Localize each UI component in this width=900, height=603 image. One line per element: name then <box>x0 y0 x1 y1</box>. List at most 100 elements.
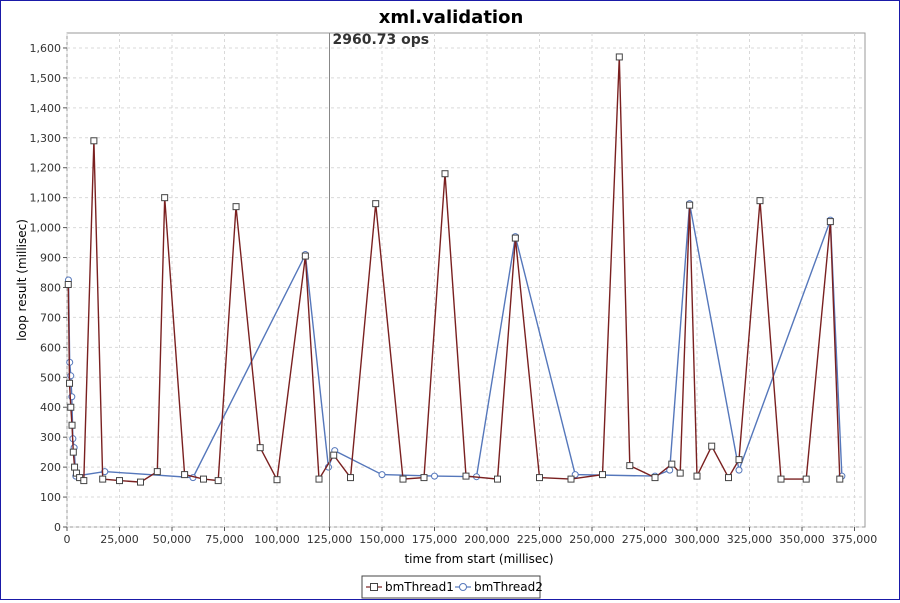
data-point-bmthread1 <box>693 472 701 480</box>
y-tick-label: 1,000 <box>30 222 62 235</box>
data-point-bmthread2 <box>378 471 386 479</box>
data-point-bmthread1 <box>826 218 834 226</box>
data-point-bmthread1 <box>273 476 281 484</box>
data-point-bmthread1 <box>536 474 543 482</box>
x-tick-label: 75,000 <box>205 533 244 546</box>
y-tick-label: 1,600 <box>30 42 62 55</box>
y-tick-label: 400 <box>40 401 61 414</box>
data-point-bmthread1 <box>80 477 88 485</box>
data-point-bmthread1 <box>232 203 240 211</box>
legend-label-bmthread1: bmThread1 <box>385 580 454 594</box>
data-point-bmthread2 <box>67 372 75 380</box>
x-tick-label: 0 <box>64 533 71 546</box>
data-point-bmthread1 <box>71 463 79 471</box>
data-point-bmthread1 <box>68 421 76 429</box>
data-point-bmthread2 <box>431 472 438 480</box>
x-tick-label: 375,000 <box>832 533 878 546</box>
data-point-bmthread1 <box>153 468 161 476</box>
data-point-bmthread1 <box>802 475 810 483</box>
data-point-bmthread1 <box>511 234 519 242</box>
y-tick-label: 500 <box>40 371 61 384</box>
legend: bmThread1 bmThread2 <box>361 575 543 599</box>
y-tick-label: 1,400 <box>30 102 62 115</box>
data-point-bmthread1 <box>181 471 189 479</box>
data-point-bmthread1 <box>756 197 764 205</box>
x-tick-label: 250,000 <box>569 533 615 546</box>
data-point-bmthread1 <box>330 451 338 459</box>
y-axis-ticks: 0 100 200 300 400 500 600 700 800 900 1,000 1,100 1,… <box>30 42 67 534</box>
legend-box <box>361 575 541 599</box>
x-axis-label: time from start (millisec) <box>404 552 553 566</box>
x-tick-label: 175,000 <box>412 533 458 546</box>
data-point-bmthread1 <box>494 475 501 483</box>
legend-swatch-bmthread2 <box>459 583 467 591</box>
x-axis-ticks: 0 25,000 50,000 75,000 100,000 125,000 150,000… <box>64 527 878 546</box>
data-point-bmthread1 <box>725 474 732 482</box>
x-tick-label: 325,000 <box>727 533 773 546</box>
data-point-bmthread1 <box>99 475 107 483</box>
data-point-bmthread1 <box>836 475 844 483</box>
data-point-bmthread1 <box>567 475 575 483</box>
series-line-bmthread1 <box>67 56 841 483</box>
y-tick-label: 800 <box>40 281 61 294</box>
chart-title: xml.validation <box>379 7 524 28</box>
data-point-bmthread1 <box>462 472 470 480</box>
time-marker-label: 2960.73 ops <box>333 32 430 48</box>
data-point-bmthread1 <box>399 475 407 483</box>
x-tick-label: 200,000 <box>464 533 510 546</box>
data-point-bmthread1 <box>90 137 98 145</box>
data-point-bmthread1 <box>668 460 676 468</box>
data-point-bmthread1 <box>686 201 694 209</box>
data-point-bmthread1 <box>708 442 716 450</box>
data-point-bmthread1 <box>315 475 323 483</box>
data-point-bmthread1 <box>67 403 75 411</box>
data-point-bmthread2 <box>101 468 109 476</box>
data-point-bmthread1 <box>347 474 354 482</box>
data-point-bmthread1 <box>676 469 684 477</box>
data-point-bmthread1 <box>69 448 77 456</box>
x-tick-label: 150,000 <box>359 533 405 546</box>
x-tick-label: 25,000 <box>100 533 139 546</box>
data-point-bmthread1 <box>372 200 380 208</box>
y-tick-label: 1,300 <box>30 132 62 145</box>
data-point-bmthread1 <box>420 474 428 482</box>
data-point-bmthread1 <box>301 252 309 260</box>
y-tick-label: 900 <box>40 252 61 265</box>
legend-swatch-bmthread1 <box>370 583 378 591</box>
x-tick-label: 300,000 <box>674 533 720 546</box>
plot-area <box>66 32 866 528</box>
legend-label-bmthread2: bmThread2 <box>474 580 543 594</box>
y-tick-label: 200 <box>40 461 61 474</box>
y-tick-label: 700 <box>40 311 61 324</box>
x-tick-label: 225,000 <box>517 533 563 546</box>
data-point-bmthread1 <box>256 444 264 452</box>
data-point-bmthread1 <box>214 477 222 485</box>
y-tick-label: 1,200 <box>30 162 62 175</box>
data-point-bmthread1 <box>599 471 606 479</box>
x-tick-label: 50,000 <box>153 533 192 546</box>
data-point-bmthread2 <box>735 466 743 474</box>
y-tick-label: 1,500 <box>30 72 62 85</box>
data-point-bmthread1 <box>161 194 169 202</box>
y-tick-label: 100 <box>40 491 61 504</box>
y-axis-label: loop result (millisec) <box>15 219 29 341</box>
x-tick-label: 125,000 <box>307 533 353 546</box>
data-point-bmthread1 <box>66 379 74 387</box>
data-point-bmthread1 <box>777 475 785 483</box>
data-point-bmthread1 <box>137 478 144 486</box>
data-point-bmthread1 <box>64 280 72 288</box>
data-point-bmthread1 <box>626 462 634 470</box>
data-point-bmthread1 <box>651 474 659 482</box>
data-point-bmthread1 <box>200 475 207 483</box>
y-tick-label: 600 <box>40 341 61 354</box>
x-tick-label: 275,000 <box>622 533 668 546</box>
data-point-bmthread1 <box>615 53 623 61</box>
data-point-bmthread1 <box>735 456 743 464</box>
y-tick-label: 300 <box>40 431 61 444</box>
x-tick-label: 100,000 <box>254 533 300 546</box>
data-point-bmthread1 <box>116 477 123 485</box>
data-point-bmthread1 <box>441 170 449 178</box>
y-tick-label: 0 <box>54 521 61 534</box>
y-tick-label: 1,100 <box>30 192 62 205</box>
